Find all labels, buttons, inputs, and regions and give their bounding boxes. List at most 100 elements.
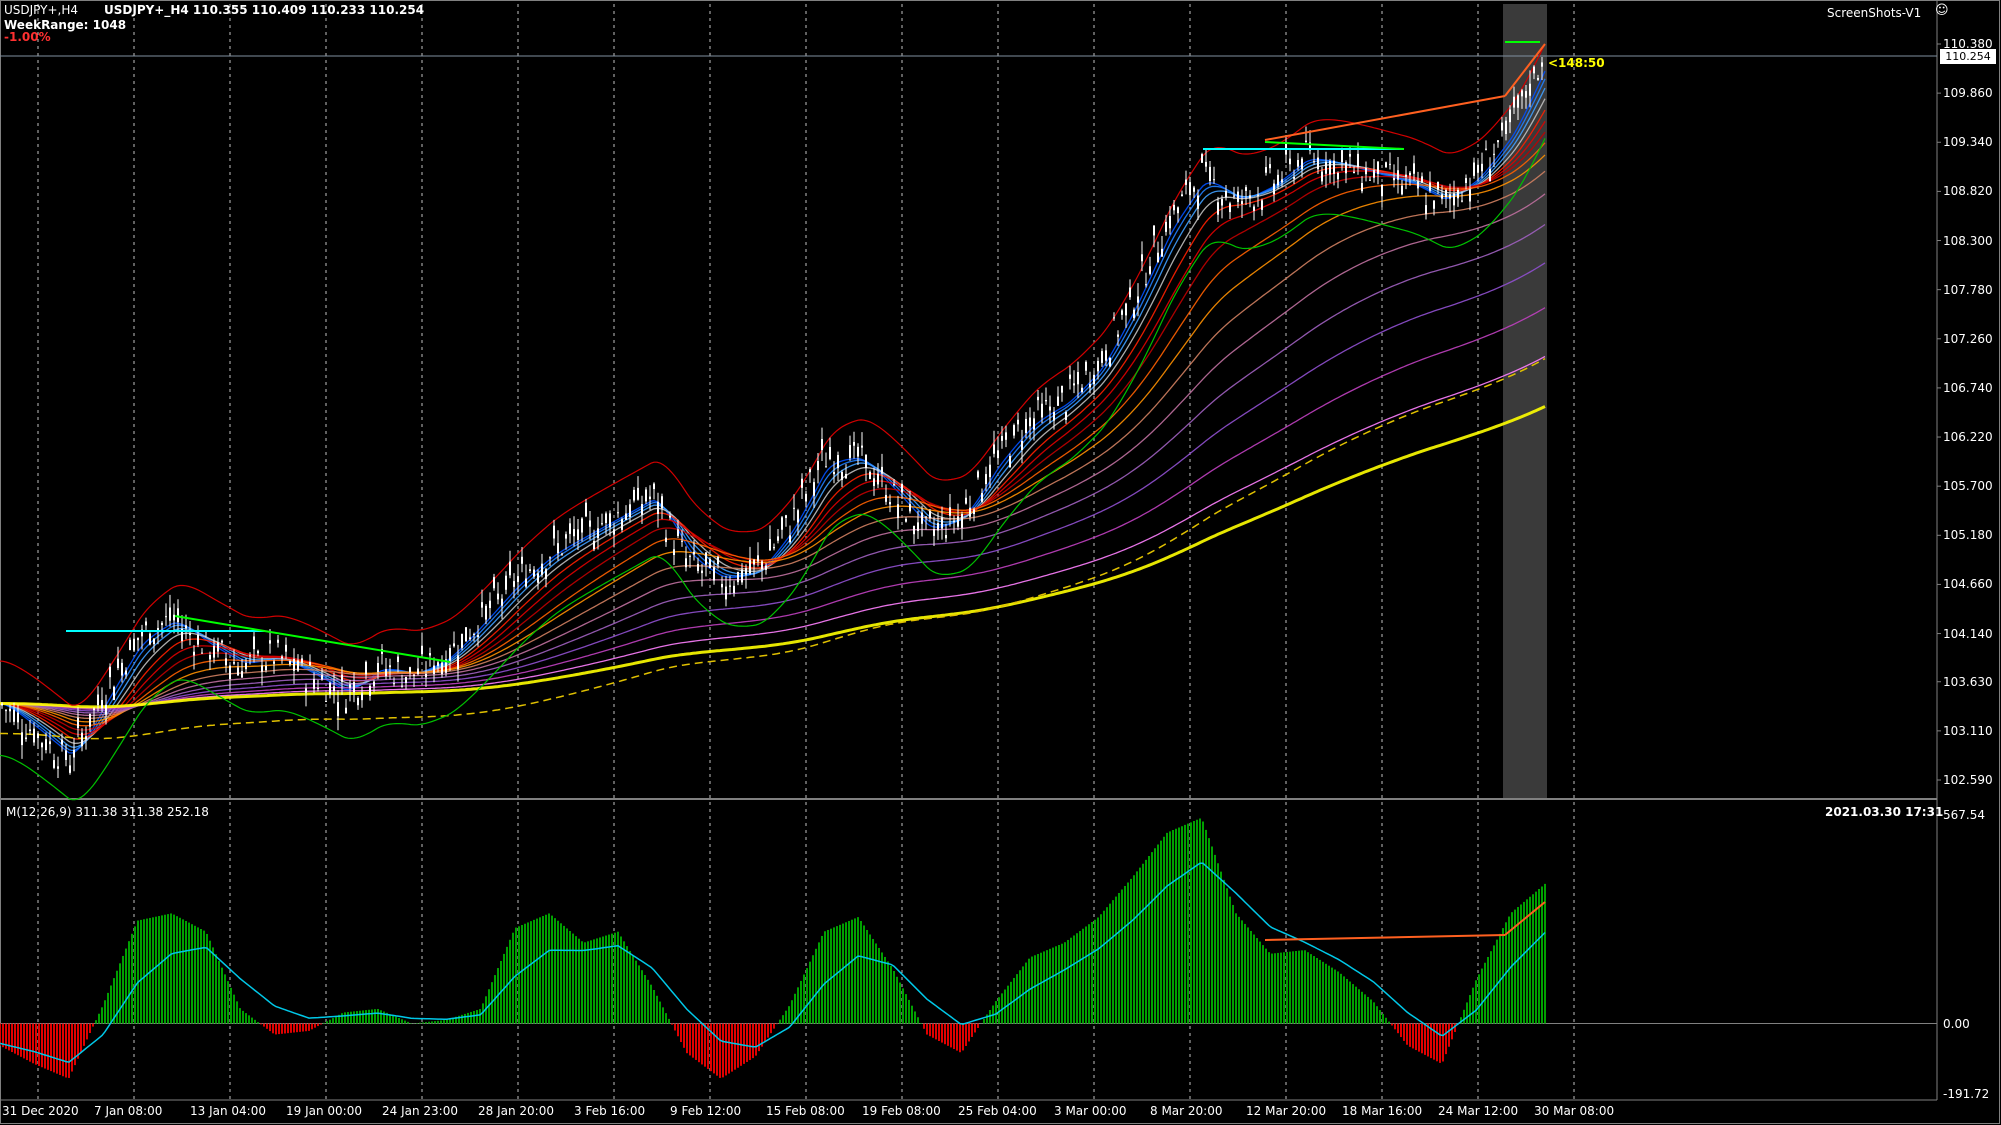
candle-body xyxy=(25,737,27,740)
candle-body xyxy=(1149,266,1151,274)
candle-body xyxy=(1217,202,1219,215)
macd-tick: 567.54 xyxy=(1943,808,1985,822)
candle-body xyxy=(1313,161,1315,163)
candle-body xyxy=(17,712,19,723)
candle-body xyxy=(917,522,919,532)
candle-body xyxy=(401,685,403,687)
candle-body xyxy=(241,671,243,678)
candle-body xyxy=(1481,163,1483,172)
candle-body xyxy=(825,466,827,468)
candle-body xyxy=(981,493,983,502)
candle-body xyxy=(1065,412,1067,420)
candle-body xyxy=(469,637,471,640)
candle-body xyxy=(1357,153,1359,168)
candle-body xyxy=(169,607,171,621)
candle-body xyxy=(705,552,707,565)
candle-body xyxy=(1005,432,1007,440)
current-price-box: 110.254 xyxy=(1940,49,1996,64)
candle-body xyxy=(1113,317,1115,319)
candle-body xyxy=(1233,195,1235,197)
candle-body xyxy=(1337,172,1339,180)
time-tick: 24 Jan 23:00 xyxy=(382,1104,458,1118)
candle-body xyxy=(497,593,499,600)
candle-body xyxy=(305,688,307,693)
time-tick: 28 Jan 20:00 xyxy=(478,1104,554,1118)
candle-body xyxy=(1201,154,1203,163)
candle-body xyxy=(493,577,495,589)
candle-body xyxy=(569,523,571,534)
candle-body xyxy=(329,682,331,695)
candle-body xyxy=(441,662,443,675)
candle-body xyxy=(485,605,487,620)
candle-body xyxy=(1261,200,1263,210)
green-trend-line xyxy=(174,615,451,663)
time-tick: 3 Feb 16:00 xyxy=(574,1104,646,1118)
candle-body xyxy=(613,529,615,535)
candle-body xyxy=(553,525,555,539)
candle-body xyxy=(841,472,843,480)
candle-body xyxy=(129,639,131,651)
candle-body xyxy=(1301,158,1303,170)
candle-body xyxy=(1369,179,1371,181)
face-icon[interactable]: ☺ xyxy=(1935,3,1949,18)
candle-body xyxy=(845,473,847,479)
candle-body xyxy=(225,658,227,666)
candle-body xyxy=(385,669,387,677)
candle-body xyxy=(657,501,659,514)
candle-body xyxy=(1493,153,1495,155)
candle-body xyxy=(185,625,187,629)
candle-body xyxy=(809,469,811,473)
candle-body xyxy=(965,497,967,504)
candle-body xyxy=(689,555,691,557)
candle-body xyxy=(593,541,595,550)
candle-body xyxy=(409,667,411,673)
candle-body xyxy=(1169,215,1171,229)
week-range: WeekRange: 1048 xyxy=(4,18,127,32)
candle-body xyxy=(921,512,923,524)
candle-body xyxy=(417,668,419,675)
candle-body xyxy=(645,489,647,502)
candle-body xyxy=(349,684,351,688)
candle-body xyxy=(661,496,663,509)
candle-body xyxy=(1193,187,1195,192)
candle-body xyxy=(1225,190,1227,198)
candle-body xyxy=(769,539,771,551)
candle-body xyxy=(881,466,883,474)
candle-body xyxy=(253,636,255,650)
candle-body xyxy=(1137,296,1139,303)
candle-body xyxy=(1329,161,1331,175)
candle-body xyxy=(193,651,195,656)
candle-body xyxy=(805,493,807,502)
ma-ribbon-line xyxy=(0,405,1546,709)
candle-body xyxy=(1009,456,1011,468)
candle-body xyxy=(985,474,987,485)
candle-body xyxy=(249,655,251,657)
candle-body xyxy=(181,628,183,641)
candle-body xyxy=(1109,357,1111,367)
symbol-label: USDJPY+,H4 xyxy=(4,3,79,17)
candle-body xyxy=(89,713,91,727)
price-tick: 103.110 xyxy=(1943,723,1993,738)
candle-body xyxy=(1377,161,1379,174)
candle-body xyxy=(1473,162,1475,176)
candle-body xyxy=(861,445,863,448)
candle-body xyxy=(721,583,723,588)
candle-body xyxy=(761,561,763,570)
ohlc-readout: USDJPY+_H4 110.355 110.409 110.233 110.2… xyxy=(104,3,425,17)
candle-body xyxy=(649,496,651,500)
candle-body xyxy=(1541,62,1543,67)
candle-body xyxy=(397,656,399,663)
candle-body xyxy=(1293,177,1295,179)
candle-body xyxy=(189,633,191,636)
candle-body xyxy=(77,717,79,729)
candle-body xyxy=(1105,350,1107,361)
candle-body xyxy=(989,464,991,478)
candle-body xyxy=(509,561,511,576)
time-tick: 12 Mar 20:00 xyxy=(1246,1104,1327,1118)
candle-body xyxy=(281,656,283,659)
candle-body xyxy=(477,635,479,637)
ma-ribbon-line xyxy=(0,142,1546,727)
candle-body xyxy=(937,523,939,531)
candle-body xyxy=(757,555,759,562)
